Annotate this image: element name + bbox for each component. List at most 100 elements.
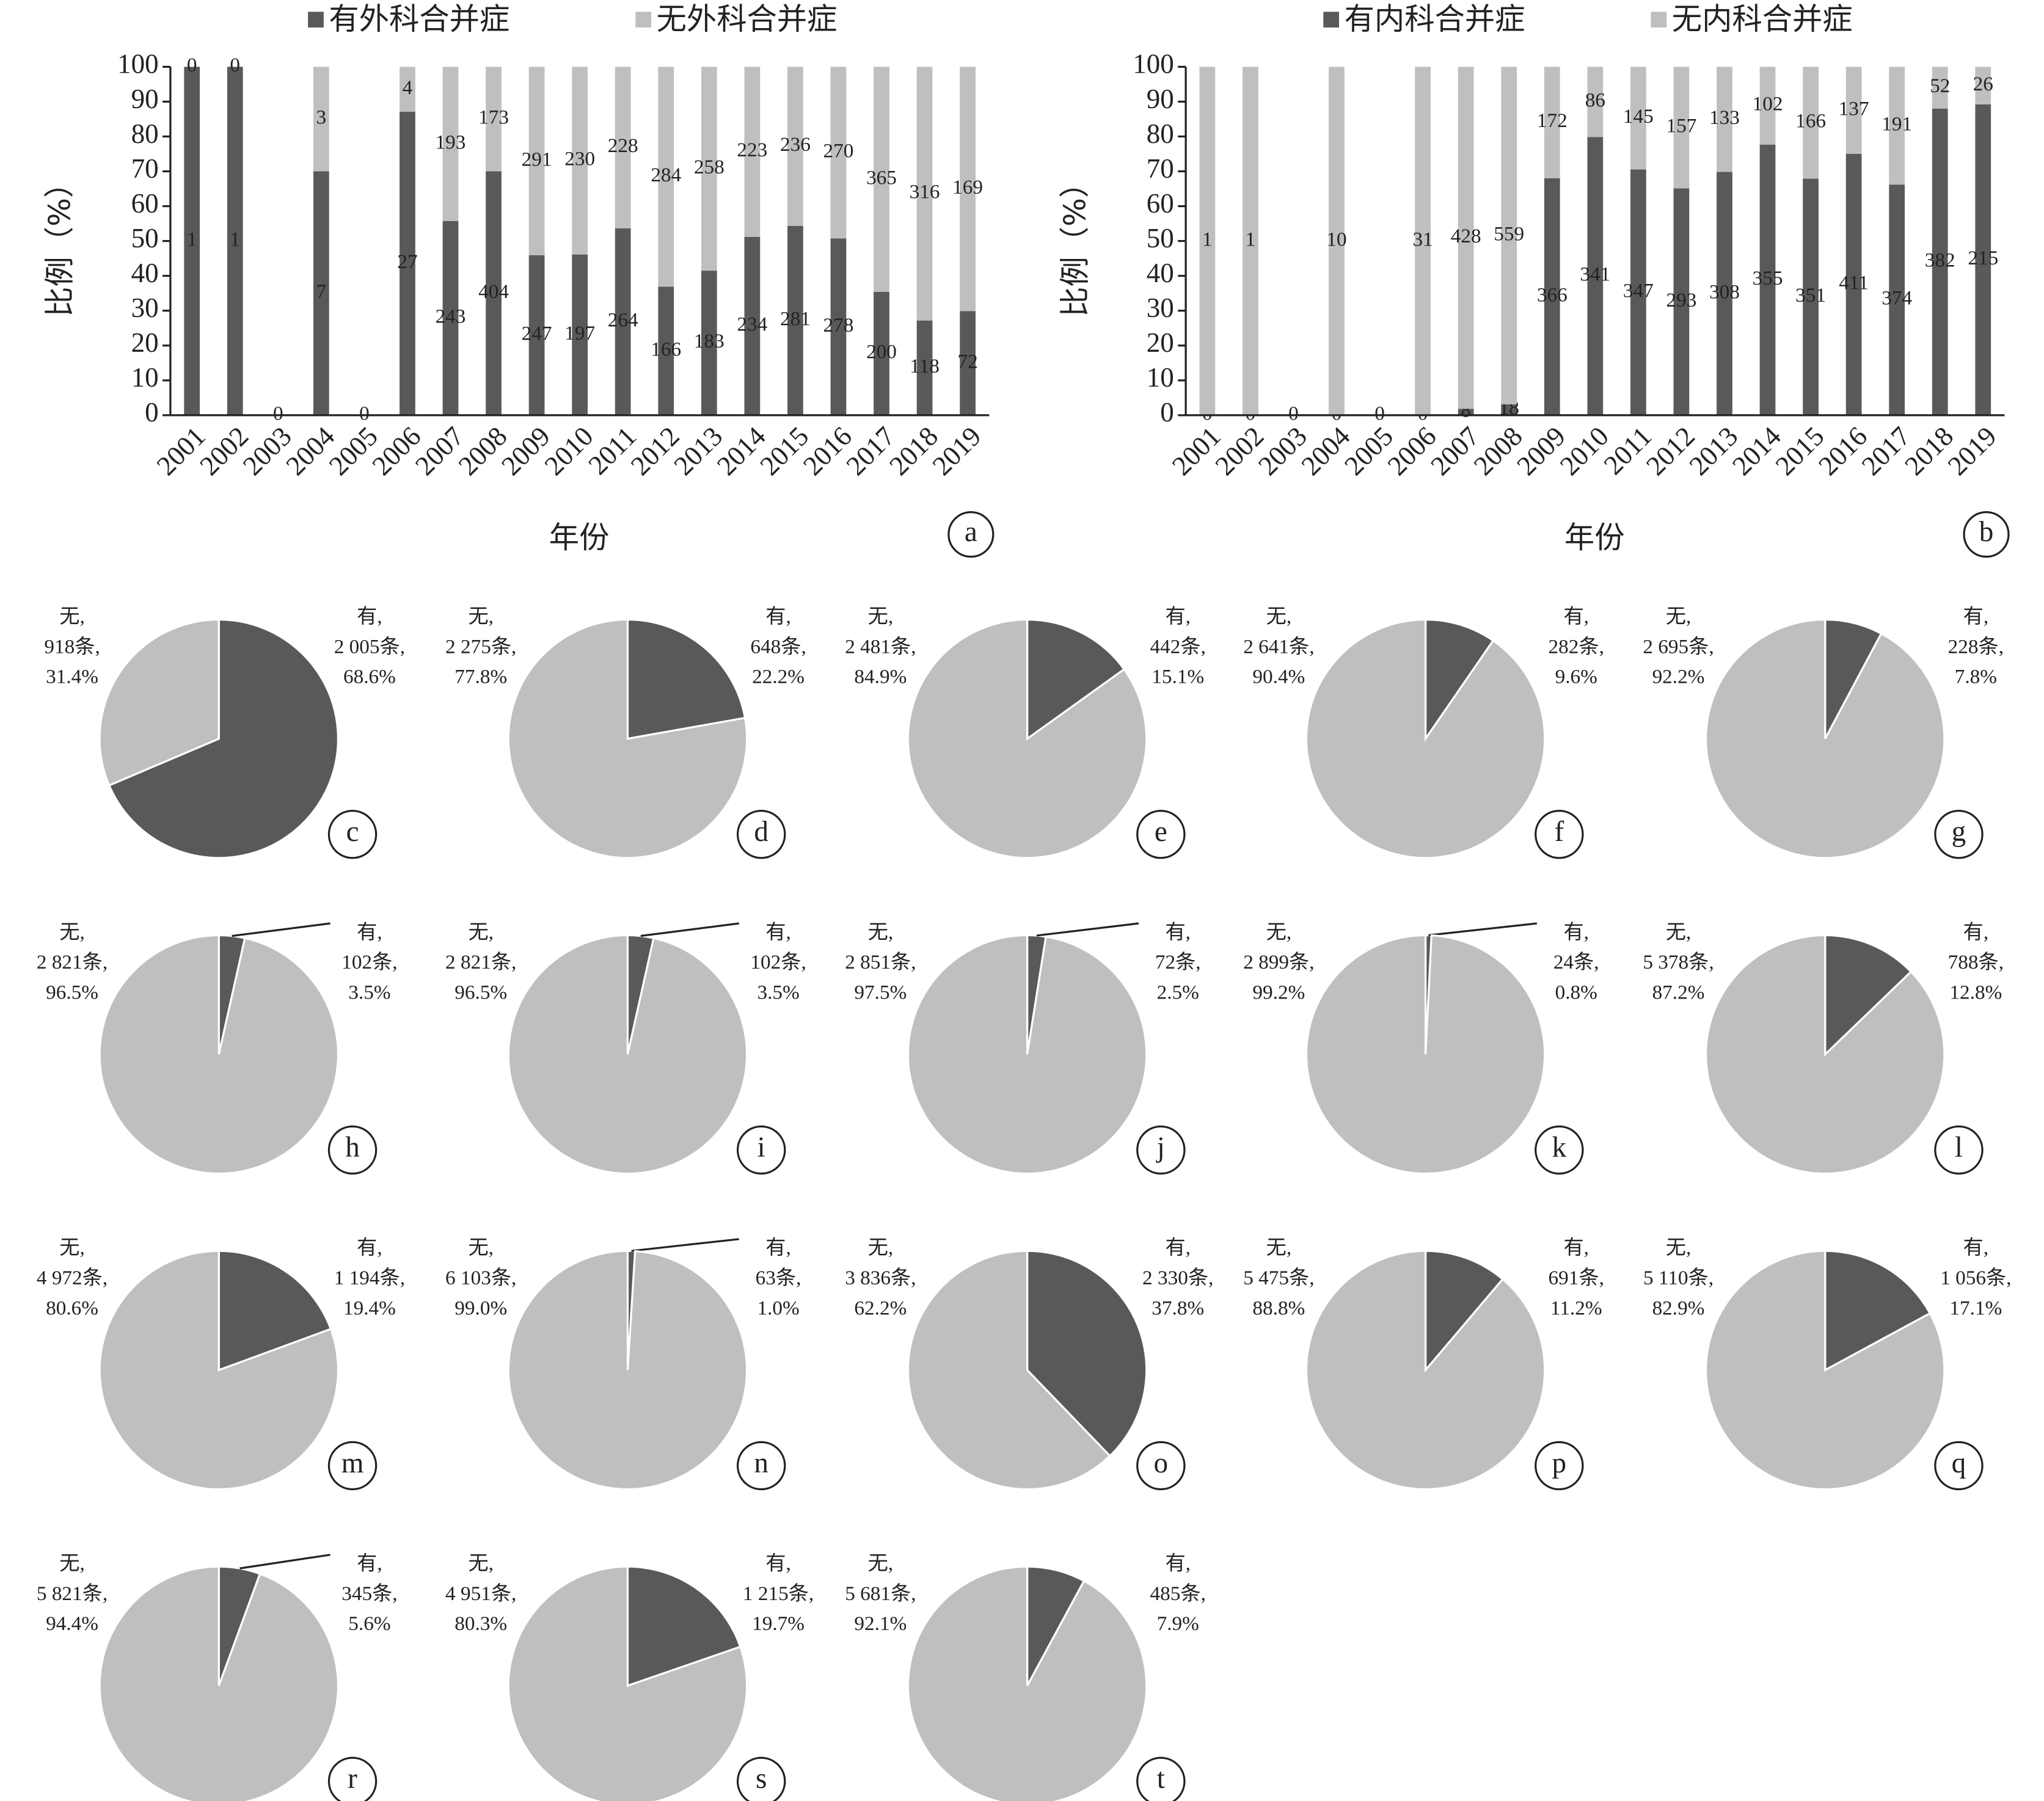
y-axis-title: 比例（%）: [1057, 168, 1093, 317]
slice-name: 有,: [1563, 605, 1589, 628]
y-tick-label: 10: [1147, 362, 1174, 393]
y-tick-label: 0: [1160, 397, 1174, 428]
bar-segment: [830, 238, 847, 415]
bar-segment: [1501, 67, 1517, 405]
slice-name: 无,: [1266, 1237, 1292, 1259]
slice-percent: 15.1%: [1152, 666, 1204, 688]
bar-segment: [227, 67, 243, 415]
data-label: 1: [230, 228, 240, 250]
panel-letter: g: [1952, 816, 1966, 848]
slice-count: 102条,: [341, 951, 397, 973]
bar-segment: [1932, 108, 1948, 415]
data-label: 347: [1623, 279, 1654, 302]
data-label: 52: [1930, 75, 1950, 97]
bar-segment: [874, 291, 889, 415]
data-label: 166: [651, 338, 681, 360]
panel-badge: [1136, 1756, 1186, 1801]
bar-segment: [744, 236, 761, 415]
legend-swatch: [308, 12, 324, 28]
bar-segment: [1587, 137, 1604, 415]
panel-letter: k: [1552, 1132, 1567, 1163]
slice-percent: 62.2%: [854, 1297, 907, 1319]
slice-count: 2 821条,: [445, 951, 516, 973]
data-label: 236: [780, 133, 811, 156]
slice-count: 1 056条,: [1940, 1267, 2011, 1289]
data-label: 133: [1709, 106, 1740, 129]
slice-name: 有,: [1563, 921, 1589, 944]
bar-segment: [1803, 178, 1819, 415]
slice-count: 24条,: [1553, 951, 1599, 973]
y-tick-label: 60: [1147, 188, 1174, 219]
slice-percent: 88.8%: [1252, 1297, 1305, 1319]
panel-badge: [1136, 1125, 1186, 1175]
panel-letter: e: [1155, 816, 1167, 848]
data-label: 258: [694, 156, 725, 178]
slice-percent: 11.2%: [1550, 1297, 1602, 1319]
bar-segment: [1458, 409, 1474, 415]
panel-badge: [1934, 809, 1984, 859]
bar-segment: [1630, 67, 1646, 170]
data-label: 1: [1202, 228, 1213, 250]
slice-percent: 84.9%: [854, 666, 907, 688]
bar-segment: [1243, 67, 1258, 415]
data-label: 404: [478, 280, 509, 303]
bar-segment: [916, 67, 933, 321]
data-label: 157: [1666, 115, 1696, 137]
panel-letter: f: [1554, 816, 1564, 848]
x-tick-label: 2019: [927, 421, 987, 481]
panel-badge: [947, 511, 995, 558]
leader-line: [232, 922, 330, 937]
legend-swatch: [1323, 12, 1340, 28]
slice-percent: 5.6%: [348, 1612, 390, 1635]
data-label: 411: [1839, 272, 1869, 294]
slice-percent: 96.5%: [46, 981, 98, 1003]
data-label: 26: [1973, 73, 1993, 95]
data-label: 228: [608, 134, 638, 157]
slice-count: 485条,: [1150, 1582, 1206, 1605]
panel-letter: o: [1154, 1447, 1169, 1479]
pie-slice: [907, 1250, 1112, 1491]
y-tick-label: 70: [131, 153, 159, 184]
bar-segment: [916, 320, 933, 415]
slice-name: 无,: [59, 921, 85, 944]
bar-segment: [572, 67, 588, 255]
panel-badge: [327, 809, 378, 859]
bar-segment: [744, 67, 761, 237]
slice-count: 2 899条,: [1243, 951, 1314, 973]
slice-count: 345条,: [341, 1582, 397, 1605]
data-label: 0: [273, 402, 283, 425]
slice-name: 无,: [1666, 921, 1692, 944]
pie-slice: [108, 618, 340, 859]
slice-count: 63条,: [756, 1267, 801, 1289]
slice-count: 102条,: [750, 951, 806, 973]
bar-segment: [701, 67, 717, 271]
slice-count: 2 695条,: [1643, 635, 1714, 658]
slice-name: 有,: [1165, 1552, 1191, 1575]
data-label: 243: [436, 305, 466, 328]
slice-name: 有,: [1963, 605, 1989, 628]
data-label: 7: [316, 280, 327, 303]
x-axis-title: 年份: [549, 520, 610, 555]
slice-percent: 9.6%: [1555, 666, 1597, 688]
slice-name: 无,: [868, 1237, 894, 1259]
slice-count: 788条,: [1948, 951, 2004, 973]
slice-name: 有,: [1963, 921, 1989, 944]
bar-segment: [1587, 67, 1604, 137]
legend-label: 无外科合并症: [657, 1, 838, 37]
slice-name: 无,: [1666, 1237, 1692, 1259]
slice-percent: 7.9%: [1157, 1612, 1199, 1635]
panel-badge: [327, 1125, 378, 1175]
slice-count: 282条,: [1549, 635, 1604, 658]
data-label: 428: [1451, 225, 1481, 247]
bar-segment: [400, 67, 415, 112]
pie-slice: [626, 618, 746, 740]
panel-letter: i: [757, 1132, 765, 1163]
y-axis-title: 比例（%）: [42, 168, 77, 317]
bar-segment: [1889, 184, 1905, 415]
data-label: 355: [1753, 267, 1783, 289]
slice-count: 228条,: [1948, 635, 2004, 658]
bar-segment: [1975, 67, 1991, 104]
slice-percent: 7.8%: [1955, 666, 1997, 688]
y-tick-label: 40: [1147, 258, 1174, 288]
